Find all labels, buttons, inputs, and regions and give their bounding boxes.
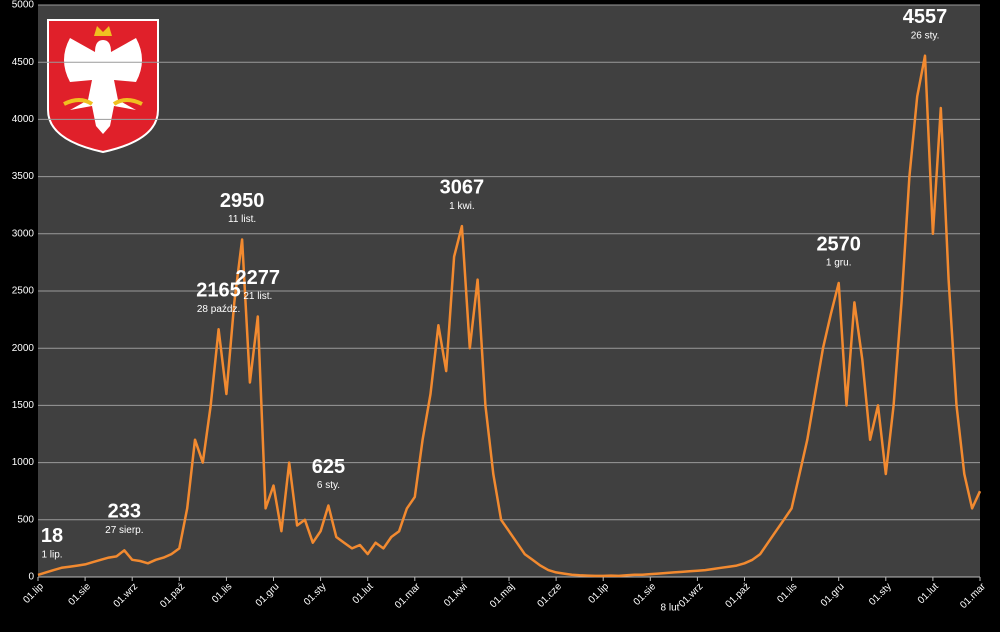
y-tick-label: 3500 <box>12 171 35 182</box>
annotation-date: 6 sty. <box>317 480 340 491</box>
annotation-value: 2277 <box>236 267 281 289</box>
y-tick-label: 4500 <box>12 57 35 68</box>
annotation-date: 28 paźdz. <box>197 304 240 315</box>
annotation-value: 625 <box>312 456 345 478</box>
annotation-date: 26 sty. <box>911 30 940 41</box>
annotation-value: 2570 <box>816 233 861 255</box>
annotation-value: 18 <box>41 525 63 547</box>
emblem <box>47 19 159 154</box>
data-line <box>37 54 982 578</box>
y-tick-label: 2000 <box>12 343 35 354</box>
y-tick-label: 3000 <box>12 228 35 239</box>
annotation-date: 21 list. <box>243 291 272 302</box>
annotation-value: 3067 <box>440 176 485 198</box>
annotation-value: 4557 <box>903 6 948 28</box>
annotation-date: 1 lip. <box>41 550 62 561</box>
y-tick-label: 1000 <box>12 457 35 468</box>
y-tick-label: 2500 <box>12 286 35 297</box>
y-tick-label: 0 <box>28 572 34 583</box>
stray-label: 8 lut <box>661 603 680 614</box>
annotation-date: 27 sierp. <box>105 525 143 536</box>
annotation-date: 11 list. <box>228 214 256 225</box>
annotation-value: 2165 <box>196 280 241 302</box>
y-tick-label: 1500 <box>12 400 35 411</box>
annotation-value: 2950 <box>220 190 265 212</box>
annotation-date: 1 gru. <box>826 258 852 269</box>
annotation-date: 1 kwi. <box>449 201 475 212</box>
y-tick-label: 5000 <box>12 0 35 11</box>
annotation-value: 233 <box>108 501 141 523</box>
y-tick-label: 4000 <box>12 114 35 125</box>
y-tick-label: 500 <box>17 514 34 525</box>
